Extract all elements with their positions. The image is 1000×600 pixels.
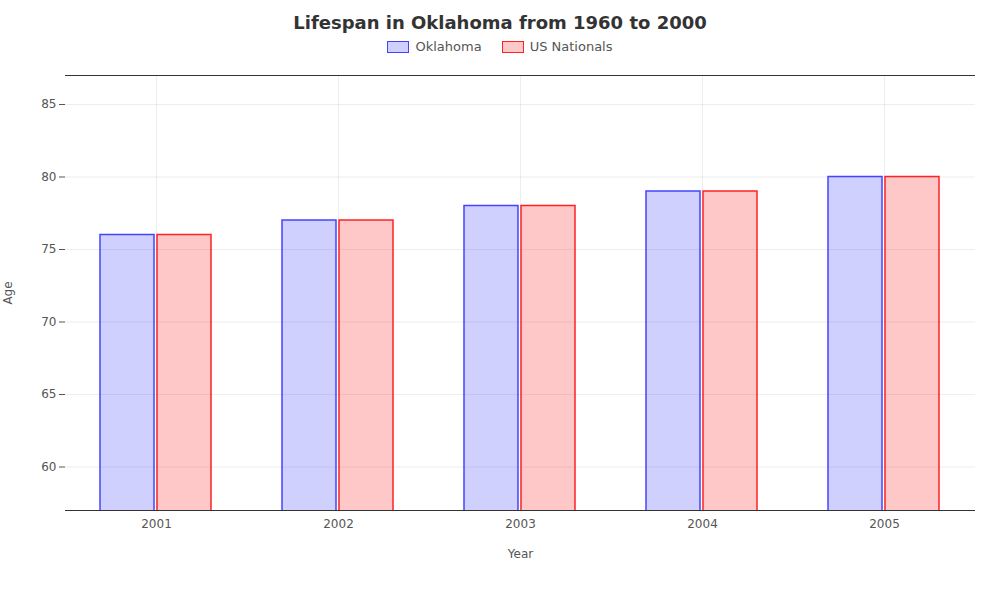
svg-text:2001: 2001 <box>141 517 172 531</box>
svg-text:Age: Age <box>1 281 15 304</box>
svg-text:85: 85 <box>41 97 56 111</box>
svg-text:70: 70 <box>41 315 56 329</box>
svg-text:75: 75 <box>41 242 56 256</box>
svg-text:2003: 2003 <box>505 517 536 531</box>
svg-text:65: 65 <box>41 387 56 401</box>
svg-text:2004: 2004 <box>687 517 718 531</box>
html-text:Oklahoma: Oklahoma <box>415 39 482 54</box>
svg-text:80: 80 <box>41 170 56 184</box>
svg-text:Year: Year <box>507 547 533 561</box>
svg-text:60: 60 <box>41 460 56 474</box>
svg-text:2002: 2002 <box>323 517 354 531</box>
html-text:US Nationals: US Nationals <box>529 39 613 54</box>
svg-text:2005: 2005 <box>869 517 900 531</box>
html-text:Lifespan in Oklahoma from 1960: Lifespan in Oklahoma from 1960 to 2000 <box>293 12 707 33</box>
